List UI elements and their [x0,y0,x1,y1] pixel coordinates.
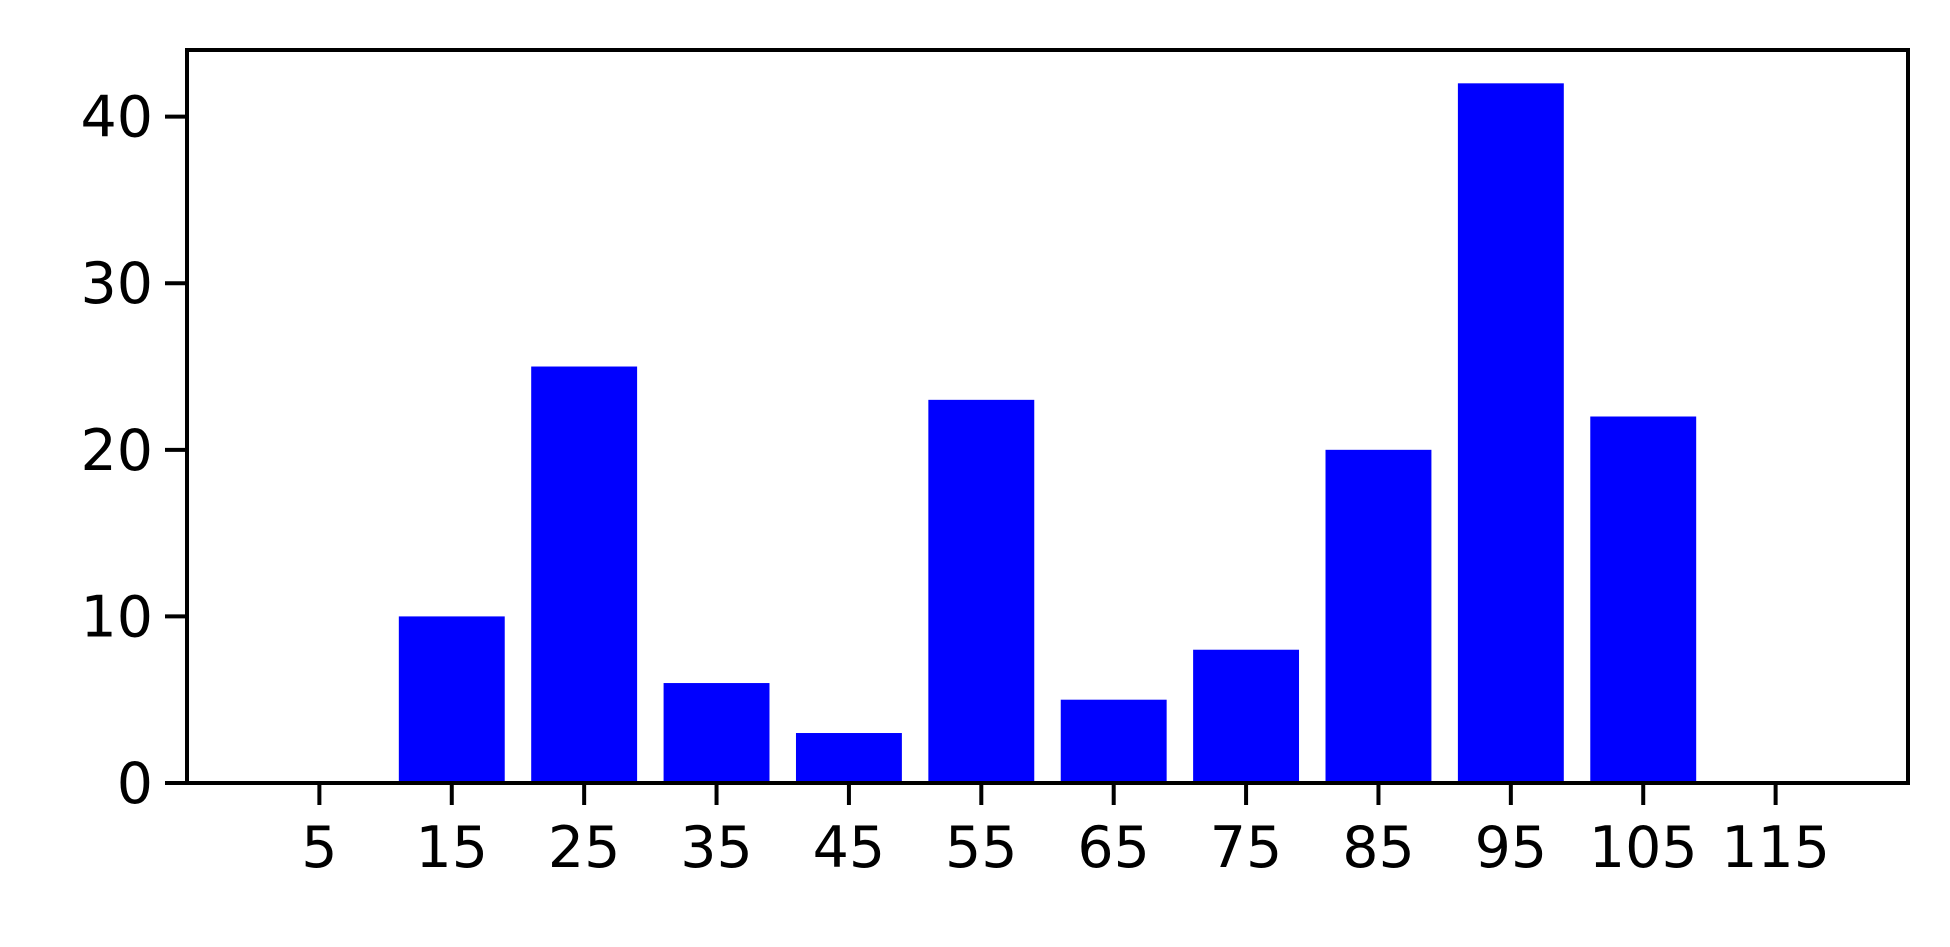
x-tick-label-65: 65 [1077,815,1150,881]
bar-15 [398,616,505,783]
y-tick-label-20: 20 [80,418,153,484]
bar-35 [663,683,770,783]
bar-85 [1325,449,1432,783]
bar-65 [1060,699,1167,783]
x-tick-label-85: 85 [1342,815,1415,881]
bar-55 [928,399,1035,783]
x-tick-label-25: 25 [548,815,621,881]
y-tick-label-10: 10 [80,584,153,650]
plot-frame [185,48,1910,785]
bars-group [398,83,1697,783]
y-tick-label-40: 40 [80,85,153,151]
y-axis: 0 10 20 30 40 [80,85,187,817]
x-tick-label-15: 15 [416,815,489,881]
x-tick-label-75: 75 [1210,815,1283,881]
y-tick-label-0: 0 [117,751,153,817]
x-tick-label-115: 115 [1721,815,1830,881]
x-tick-label-5: 5 [301,815,337,881]
bar-95 [1457,83,1564,783]
bar-105 [1590,416,1697,783]
x-tick-label-55: 55 [945,815,1018,881]
bar-75 [1193,649,1300,783]
x-tick-label-105: 105 [1589,815,1698,881]
y-tick-label-30: 30 [80,251,153,317]
x-axis: 5 15 25 35 45 55 65 75 85 95 105 115 [301,783,1830,881]
bar-45 [795,733,902,783]
x-tick-label-45: 45 [813,815,886,881]
x-tick-label-35: 35 [680,815,753,881]
bar-25 [531,366,638,783]
x-tick-label-95: 95 [1475,815,1548,881]
